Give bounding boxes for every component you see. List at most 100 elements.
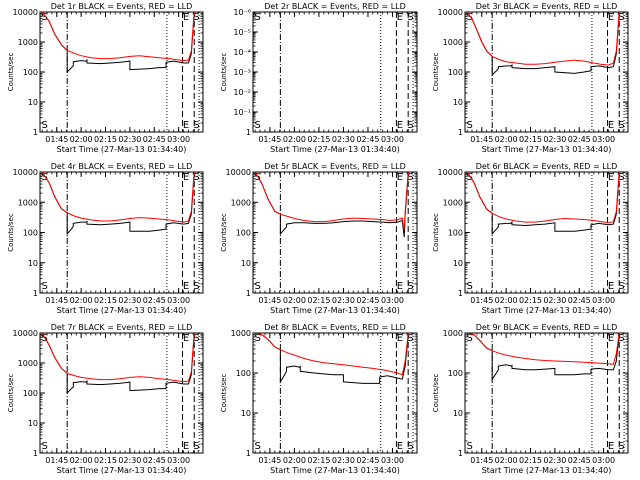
y-tick-label: 1: [246, 289, 251, 298]
y-axis-label: Counts/sec: [432, 53, 440, 92]
marker-bottom-s: S: [466, 281, 472, 292]
x-tick-label: 02:45: [568, 135, 591, 144]
plot-frame: [252, 11, 418, 133]
y-tick-label: 1: [458, 289, 463, 298]
x-tick-label: 02:45: [356, 135, 379, 144]
y-tick-label: 10: [453, 409, 463, 418]
series-events: [41, 12, 195, 74]
x-tick-label: 01:45: [45, 296, 68, 305]
y-tick-label: 1: [458, 128, 463, 137]
x-axis-label: Start Time (27-Mar-13 01:34:40): [482, 145, 612, 154]
marker-bottom-e: E: [608, 281, 614, 292]
x-tick-label: 02:15: [519, 456, 542, 465]
marker-s: S: [466, 333, 472, 344]
chart-title: Det 6r BLACK = Events, RED = LLD: [476, 162, 618, 171]
x-tick-label: 01:45: [470, 456, 493, 465]
marker-bottom-s: S: [407, 120, 413, 131]
y-tick-label: 10: [28, 259, 38, 268]
y-tick-label: 100: [23, 229, 38, 238]
marker-bottom-s: S: [407, 281, 413, 292]
chart-title: Det 8r BLACK = Events, RED = LLD: [264, 323, 406, 332]
chart-title: Det 1r BLACK = Events, RED = LLD: [51, 2, 193, 11]
series-lld: [255, 333, 409, 376]
x-tick-label: 02:30: [118, 296, 141, 305]
marker-e: E: [397, 12, 403, 23]
y-tick-label: 100: [448, 68, 463, 77]
y-axis-label: Counts/sec: [220, 53, 228, 92]
marker-e: E: [608, 172, 614, 183]
y-tick-label: 10⁻³: [233, 68, 251, 77]
y-tick-label: 1: [458, 449, 463, 458]
x-tick-label: 02:00: [283, 296, 306, 305]
marker-s: S: [407, 333, 413, 344]
x-tick-label: 02:15: [94, 296, 117, 305]
y-tick-label: 10000: [438, 8, 463, 17]
plot-frame: [39, 171, 204, 294]
marker-s: S: [193, 172, 199, 183]
y-axis-label: Counts/sec: [220, 374, 228, 413]
chart-panel-6: Det 6r BLACK = Events, RED = LLD 1 10 100 10…: [432, 162, 629, 315]
marker-bottom-s: S: [41, 120, 47, 131]
y-axis-label: Counts/sec: [7, 53, 15, 92]
x-tick-label: 02:45: [143, 456, 166, 465]
x-tick-label: 02:30: [543, 135, 566, 144]
y-tick-label: 1000: [231, 198, 251, 207]
y-axis-label: Counts/sec: [7, 374, 15, 413]
x-tick-label: 02:45: [143, 135, 166, 144]
x-tick-label: 01:45: [470, 135, 493, 144]
y-tick-label: 100: [236, 369, 251, 378]
y-axis-label: Counts/sec: [432, 213, 440, 252]
marker-bottom-e: E: [183, 441, 189, 452]
marker-bottom-s: S: [41, 441, 47, 452]
y-tick-label: 100: [23, 389, 38, 398]
plot-frame: [252, 171, 418, 294]
x-tick-label: 02:15: [94, 456, 117, 465]
y-tick-label: 10⁻⁴: [233, 48, 251, 57]
x-tick-label: 02:15: [519, 135, 542, 144]
y-tick-label: 10000: [13, 329, 38, 338]
y-tick-label: 1: [246, 449, 251, 458]
y-axis-label: Counts/sec: [7, 213, 15, 252]
series-events: [254, 172, 409, 238]
marker-s: S: [193, 333, 199, 344]
series-lld: [466, 172, 620, 224]
x-tick-label: 02:30: [543, 456, 566, 465]
plot-frame: [464, 11, 629, 133]
x-axis-label: Start Time (27-Mar-13 01:34:40): [482, 466, 612, 475]
x-tick-label: 02:30: [543, 296, 566, 305]
y-tick-label: 10⁻⁵: [233, 28, 251, 37]
x-tick-label: 01:45: [45, 135, 68, 144]
x-tick-label: 03:00: [167, 135, 190, 144]
x-tick-label: 02:30: [332, 456, 355, 465]
y-tick-label: 1000: [443, 38, 463, 47]
x-tick-label: 03:00: [167, 456, 190, 465]
marker-bottom-e: E: [397, 120, 403, 131]
chart-panel-5: Det 5r BLACK = Events, RED = LLD 1 10 100 10…: [220, 162, 418, 315]
x-tick-label: 02:00: [495, 456, 518, 465]
marker-s: S: [254, 12, 260, 23]
chart-panel-9: Det 9r BLACK = Events, RED = LLD 1 10 100 10…: [432, 323, 629, 475]
x-tick-label: 02:15: [307, 456, 330, 465]
x-tick-label: 02:00: [283, 456, 306, 465]
y-axis-label: Counts/sec: [432, 374, 440, 413]
y-tick-label: 10⁻⁶: [233, 8, 251, 17]
marker-bottom-e: E: [608, 120, 614, 131]
x-tick-label: 02:45: [143, 296, 166, 305]
x-tick-label: 03:00: [381, 135, 404, 144]
marker-bottom-e: E: [183, 120, 189, 131]
marker-bottom-e: E: [608, 441, 614, 452]
x-tick-label: 01:45: [45, 456, 68, 465]
x-tick-label: 02:15: [94, 135, 117, 144]
x-axis-label: Start Time (27-Mar-13 01:34:40): [57, 466, 187, 475]
x-tick-label: 02:15: [307, 296, 330, 305]
y-tick-label: 10⁻²: [233, 88, 251, 97]
y-tick-label: 1: [246, 128, 251, 137]
x-axis-label: Start Time (27-Mar-13 01:34:40): [270, 145, 400, 154]
y-tick-label: 1000: [231, 329, 251, 338]
series-lld: [466, 12, 620, 66]
marker-bottom-s: S: [407, 441, 413, 452]
plot-frame: [252, 332, 418, 454]
series-lld: [466, 333, 620, 365]
